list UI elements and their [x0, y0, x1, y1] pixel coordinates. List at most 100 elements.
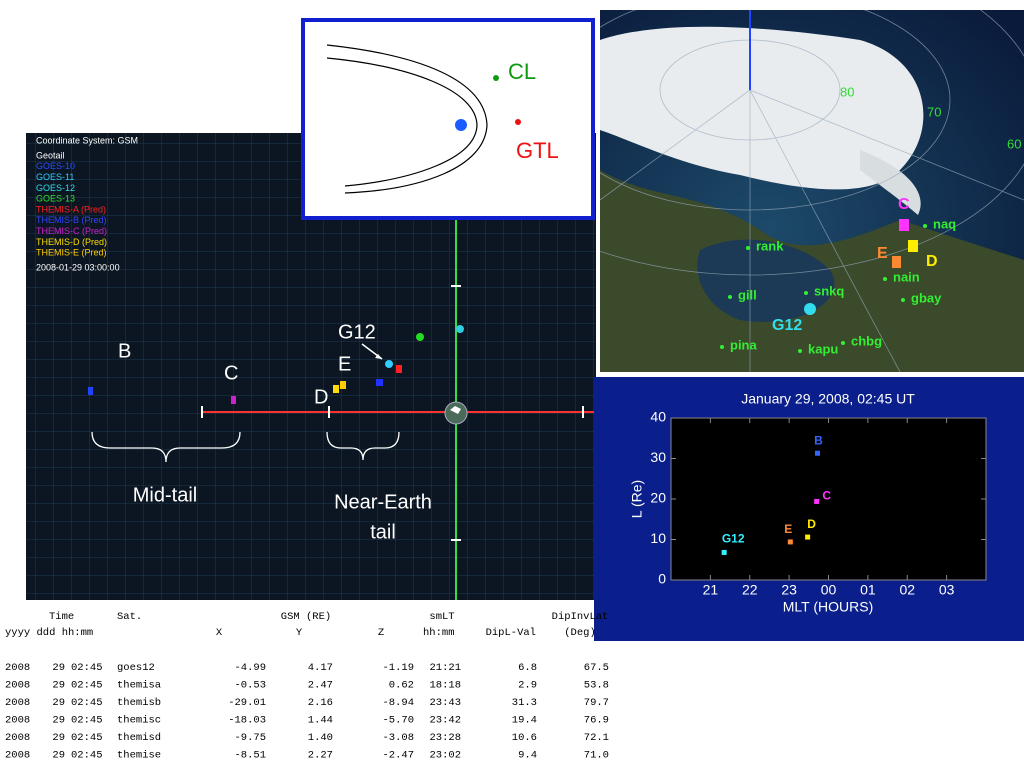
table-cell: 2008: [5, 679, 30, 691]
spacecraft-label: G12: [338, 321, 376, 343]
table-cell: 29: [52, 749, 65, 761]
table-cell: -1.19: [382, 662, 414, 674]
schematic: CL GTL: [301, 18, 595, 220]
table-cell: -5.70: [382, 714, 414, 726]
data-table: Time Sat. GSM (RE) smLT DipInvLat yyyy ddd hh…: [5, 611, 609, 762]
table-cell: 23:02: [429, 749, 461, 761]
table-cell: 2008: [5, 714, 30, 726]
point-label: C: [822, 489, 831, 503]
station-label: chbg: [851, 333, 882, 348]
spacecraft-label: E: [338, 353, 351, 375]
table-cell: 0.62: [389, 679, 414, 691]
station-dot: [728, 295, 732, 299]
table-cell: -4.99: [234, 662, 266, 674]
table-header: (Deg): [564, 627, 596, 639]
table-cell: themisc: [117, 714, 161, 726]
table-cell: 02:45: [71, 697, 103, 709]
table-cell: themisb: [117, 697, 161, 709]
x-tick-label: 22: [742, 582, 758, 598]
legend-entry: GOES-10: [36, 161, 75, 171]
station-label: pina: [730, 337, 757, 352]
table-header: GSM (RE): [281, 611, 331, 623]
legend-entry: THEMIS-C (Pred): [36, 226, 107, 236]
table-cell: -18.03: [228, 714, 266, 726]
table-cell: 21:21: [429, 662, 461, 674]
table-cell: 23:42: [429, 714, 461, 726]
satellite-marker: [892, 256, 901, 268]
x-tick-label: 23: [781, 582, 797, 598]
table-cell: 76.9: [584, 714, 609, 726]
legend-entry: THEMIS-A (Pred): [36, 204, 106, 214]
table-cell: 29: [52, 662, 65, 674]
table-header: Time: [49, 611, 74, 623]
table-cell: 2008: [5, 662, 30, 674]
table-cell: 9.4: [518, 749, 537, 761]
table-cell: -9.75: [234, 732, 266, 744]
table-cell: 2.9: [518, 679, 537, 691]
station-label: kapu: [808, 341, 838, 356]
table-cell: 67.5: [584, 662, 609, 674]
station-label: gill: [738, 287, 757, 302]
latitude-label: 80: [840, 84, 854, 99]
schematic-label: GTL: [516, 138, 559, 163]
table-cell: themise: [117, 749, 161, 761]
table-header: yyyy ddd hh:mm: [5, 627, 93, 639]
table-cell: 2008: [5, 749, 30, 761]
table-cell: 53.8: [584, 679, 609, 691]
table-cell: 29: [52, 679, 65, 691]
station-label: naq: [933, 216, 956, 231]
x-tick-label: 00: [821, 582, 837, 598]
table-header: DipL-Val: [486, 627, 536, 639]
station-label: nain: [893, 269, 920, 284]
y-tick-label: 10: [650, 530, 666, 546]
table-cell: 1.44: [308, 714, 333, 726]
table-header: hh:mm: [423, 627, 455, 639]
orbit-labels: B C G12 ED: [118, 321, 376, 408]
table-header: DipInvLat: [552, 611, 609, 623]
table-cell: 02:45: [71, 662, 103, 674]
satellite-marker: [899, 219, 909, 231]
x-axis-label: MLT (HOURS): [783, 599, 873, 615]
x-tick-label: 02: [899, 582, 915, 598]
latitude-label: 70: [927, 104, 941, 119]
table-cell: -3.08: [382, 732, 414, 744]
table-cell: 2.27: [308, 749, 333, 761]
spacecraft-label: C: [224, 362, 238, 384]
point: [787, 539, 793, 545]
point-label: G12: [722, 532, 745, 546]
satellite-marker: [804, 303, 816, 315]
table-header: X: [216, 627, 223, 639]
table-cell: -0.53: [234, 679, 266, 691]
satellite-label: D: [926, 253, 938, 270]
y-tick-label: 40: [650, 409, 666, 425]
schematic-label: CL: [508, 59, 536, 84]
table-cell: 02:45: [71, 679, 103, 691]
point: [721, 549, 727, 555]
y-tick-label: 0: [658, 571, 666, 587]
scatter-chart: January 29, 2008, 02:45 UT MLT (HOURS) L…: [594, 377, 1024, 641]
table-header: smLT: [429, 611, 454, 623]
table-cell: 29: [52, 697, 65, 709]
point: [814, 498, 820, 504]
legend-entry: THEMIS-D (Pred): [36, 237, 107, 247]
table-cell: -2.47: [382, 749, 414, 761]
station-dot: [720, 345, 724, 349]
table-cell: 02:45: [71, 714, 103, 726]
satellite-label: E: [877, 245, 888, 262]
satellite-label: C: [898, 196, 910, 213]
table-cell: 79.7: [584, 697, 609, 709]
table-cell: 23:43: [429, 697, 461, 709]
spacecraft-label: D: [314, 386, 328, 408]
table-cell: 19.4: [512, 714, 537, 726]
table-cell: -8.94: [382, 697, 414, 709]
table-cell: 2008: [5, 732, 30, 744]
point: [814, 450, 820, 456]
legend-entry: GOES-13: [36, 194, 75, 204]
station-dot: [746, 246, 750, 250]
chart-title: January 29, 2008, 02:45 UT: [741, 391, 915, 407]
table-cell: -29.01: [228, 697, 266, 709]
map: 80 70 60 rank gill snkq pina kapu chbg naq nain gba…: [600, 10, 1024, 372]
station-dot: [798, 349, 802, 353]
point-label: E: [784, 522, 792, 536]
